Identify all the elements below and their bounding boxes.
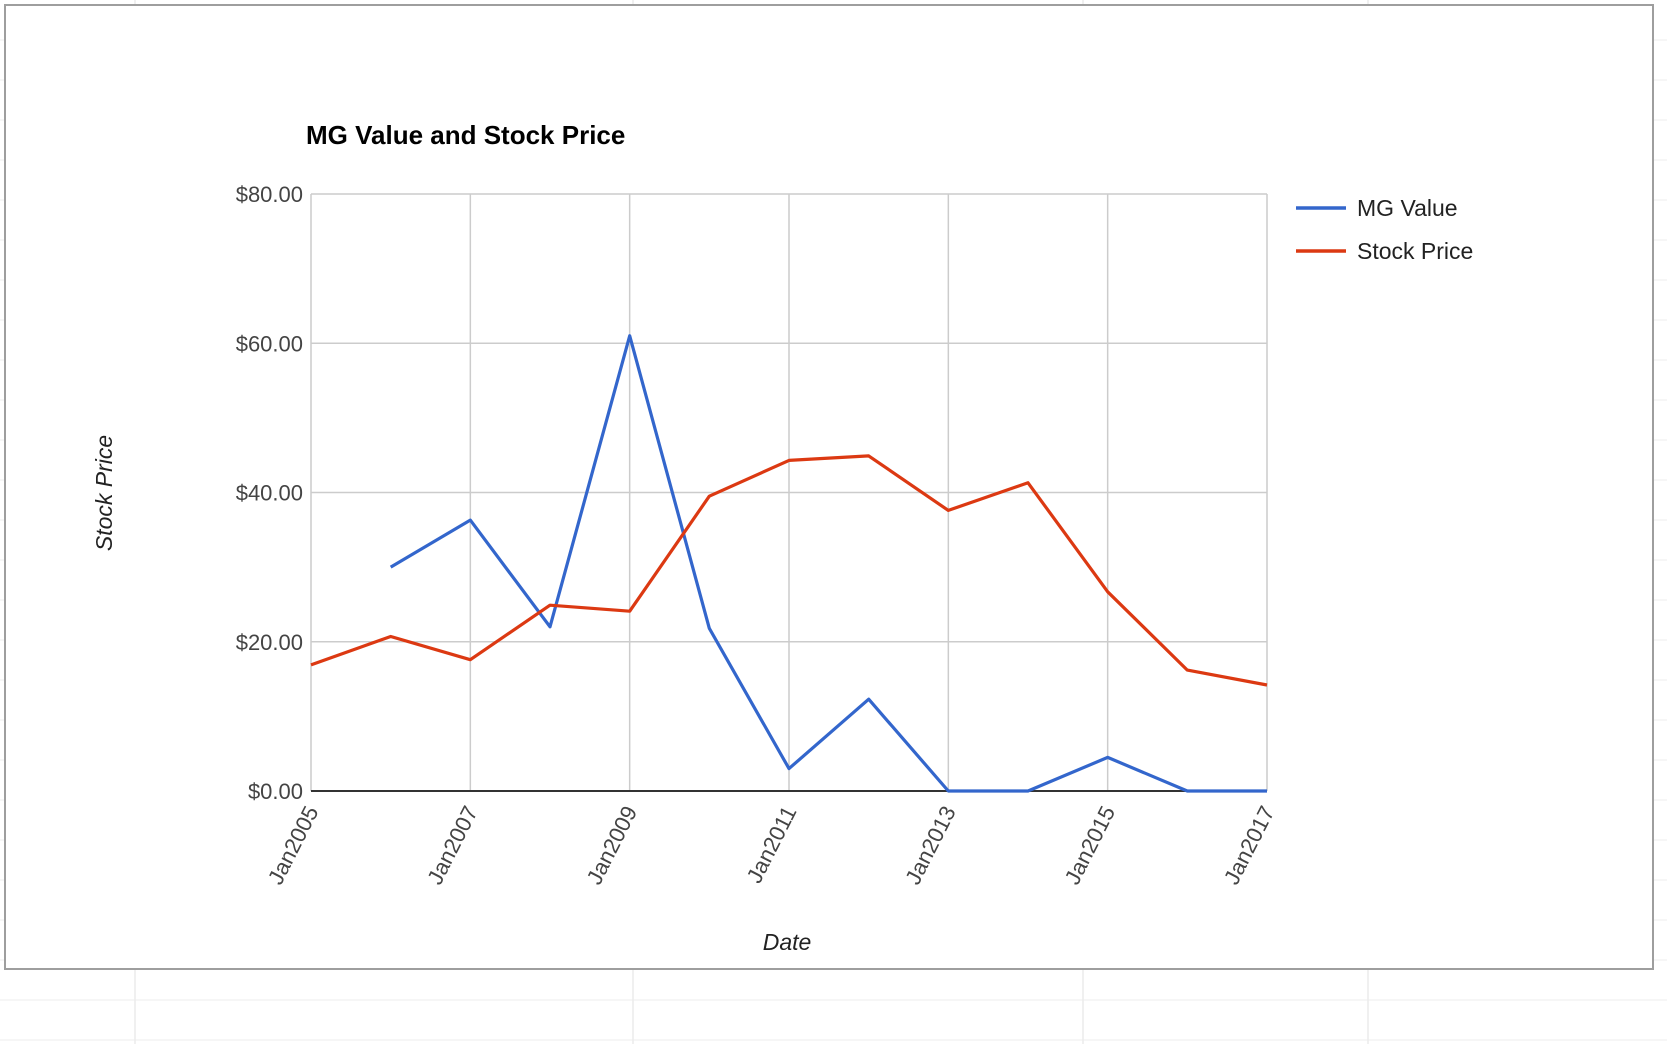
- series-lines: [310, 334, 1268, 793]
- y-axis-ticks: $0.00 $20.00 $40.00 $60.00 $80.00: [236, 182, 303, 804]
- x-tick-label: Jan2005: [263, 802, 324, 889]
- chart-title: MG Value and Stock Price: [306, 120, 625, 150]
- line-chart: $0.00$20.00$40.00$60.00$80.00 Jan2005 Jan…: [91, 120, 1473, 955]
- x-tick-label: Jan2011: [742, 802, 802, 887]
- y-tick-label: $20.00: [236, 630, 303, 655]
- legend[interactable]: MG Value Stock Price: [1296, 195, 1473, 264]
- legend-item[interactable]: MG Value: [1296, 195, 1458, 221]
- x-axis-title: Date: [763, 929, 812, 955]
- y-tick-label: $40.00: [236, 481, 303, 506]
- x-tick-label: Jan2013: [900, 802, 961, 889]
- legend-label: MG Value: [1357, 195, 1458, 221]
- x-tick-label: Jan2017: [1219, 802, 1280, 889]
- x-tick-label: Jan2009: [582, 802, 643, 889]
- series-line-mg-value: [389, 334, 1267, 793]
- y-tick-label: $60.00: [236, 331, 303, 356]
- chart-card[interactable]: $0.00 $20.00 $40.00 $60.00 $80.00 Jan2005 Jan…: [4, 4, 1654, 970]
- y-axis-title: Stock Price: [91, 435, 117, 551]
- y-tick-label: $0.00: [248, 779, 303, 804]
- x-axis-ticks: Jan2005 Jan2007 Jan2009 Jan2011 Jan2013 Jan20…: [263, 802, 1280, 889]
- x-tick-label: Jan2015: [1060, 802, 1121, 889]
- legend-item[interactable]: Stock Price: [1296, 238, 1473, 264]
- y-tick-label: $80.00: [236, 182, 303, 207]
- gridlines: [310, 193, 1268, 792]
- legend-label: Stock Price: [1357, 238, 1473, 264]
- x-tick-label: Jan2007: [422, 802, 483, 889]
- series-line-stock-price: [310, 454, 1268, 687]
